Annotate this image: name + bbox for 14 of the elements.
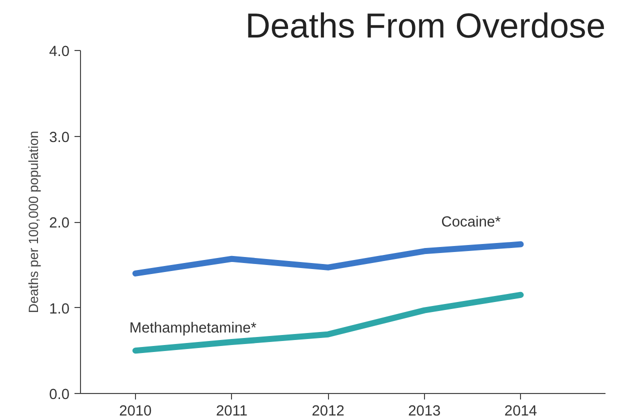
series-label: Methamphetamine* (129, 320, 257, 337)
y-tick-label: 1.0 (49, 301, 70, 318)
x-tick-label: 2012 (312, 404, 344, 418)
x-tick-label: 2011 (216, 404, 248, 418)
y-axis-title: Deaths per 100,000 population (26, 130, 42, 314)
series-label: Cocaine* (441, 214, 502, 230)
y-tick-label: 4.0 (49, 44, 70, 60)
y-tick-label: 3.0 (49, 130, 70, 146)
y-tick-label: 0.0 (49, 387, 70, 403)
x-tick-label: 2014 (504, 404, 538, 418)
chart-title: Deaths From Overdose (245, 8, 606, 46)
x-tick-label: 2013 (408, 404, 441, 418)
y-tick-label: 2.0 (49, 216, 70, 232)
x-tick-label: 2010 (119, 404, 152, 418)
